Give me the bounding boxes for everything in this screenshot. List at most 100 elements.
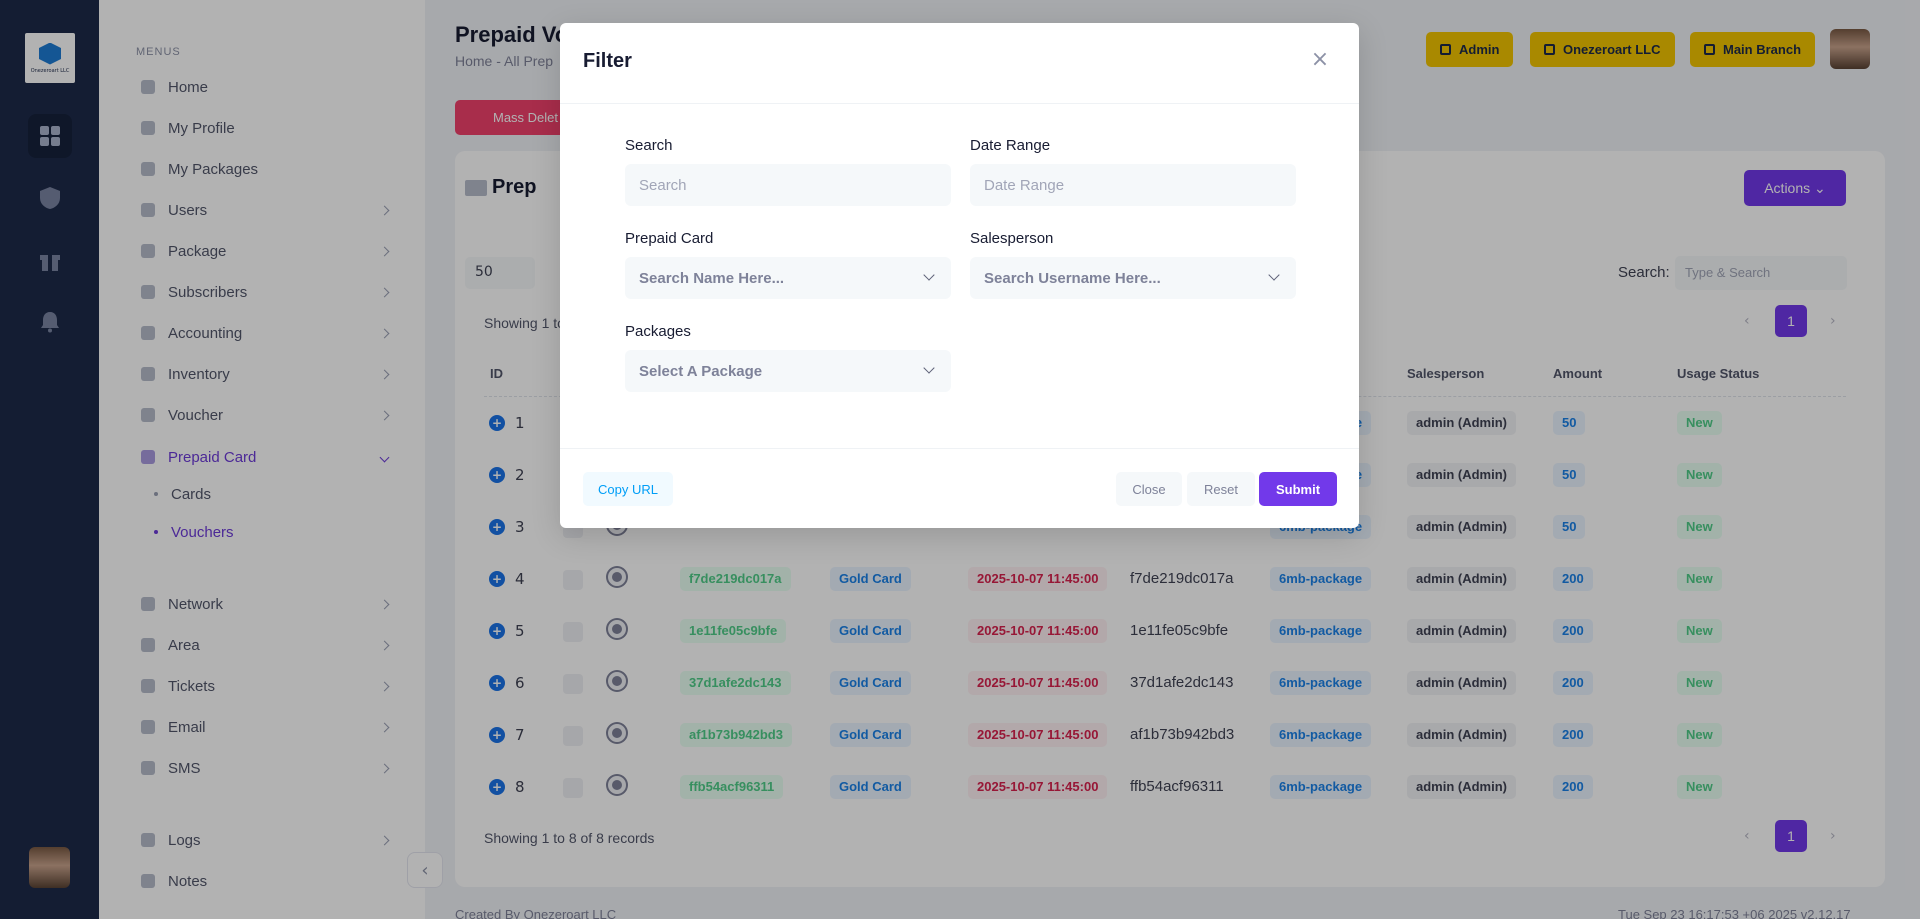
expand-row-icon[interactable]: + xyxy=(489,571,505,587)
card-icon xyxy=(465,180,487,196)
sidebar-item-home[interactable]: Home xyxy=(99,73,425,101)
per-page-select[interactable]: 50 xyxy=(465,257,535,289)
date-range-input[interactable] xyxy=(970,164,1296,206)
sidebar-item-users[interactable]: Users xyxy=(99,196,425,224)
sidebar-item-my-profile[interactable]: My Profile xyxy=(99,114,425,142)
page-button-current[interactable]: 1 xyxy=(1775,305,1807,337)
company-button[interactable]: Onezeroart LLC xyxy=(1530,32,1675,67)
expand-row-icon[interactable]: + xyxy=(489,519,505,535)
package-icon xyxy=(141,244,155,258)
sidebar-item-my-packages[interactable]: My Packages xyxy=(99,155,425,183)
sidebar-subitem-label: Cards xyxy=(171,485,212,503)
next-page-button[interactable]: › xyxy=(1830,313,1836,329)
prev-page-button[interactable]: ‹ xyxy=(1744,828,1750,844)
prepaid-card-placeholder: Search Name Here... xyxy=(639,269,785,287)
gear-icon[interactable] xyxy=(608,776,626,794)
sidebar-item-label: Email xyxy=(168,718,206,736)
col-header-amount[interactable]: Amount xyxy=(1553,366,1603,381)
sidebar-item-notes[interactable]: Notes xyxy=(99,867,425,895)
close-icon[interactable]: × xyxy=(1310,47,1330,72)
usage-status-badge: New xyxy=(1677,723,1722,747)
gear-icon[interactable] xyxy=(608,568,626,586)
expand-row-icon[interactable]: + xyxy=(489,779,505,795)
sidebar-item-label: SMS xyxy=(168,759,201,777)
sidebar-item-logs[interactable]: Logs xyxy=(99,826,425,854)
sidebar-item-accounting[interactable]: Accounting xyxy=(99,319,425,347)
expand-row-icon[interactable]: + xyxy=(489,415,505,431)
sidebar-item-voucher[interactable]: Voucher xyxy=(99,401,425,429)
packages-select[interactable]: Select A Package xyxy=(625,350,951,392)
menus-label: MENUS xyxy=(136,46,181,58)
col-header-id[interactable]: ID xyxy=(490,366,503,381)
search-input[interactable] xyxy=(625,164,951,206)
branch-icon xyxy=(1704,44,1715,55)
row-checkbox[interactable] xyxy=(563,622,583,642)
card-type-badge: Gold Card xyxy=(830,567,911,591)
table-search-label: Search: xyxy=(1618,264,1670,281)
copy-url-button[interactable]: Copy URL xyxy=(583,472,673,506)
branch-button[interactable]: Main Branch xyxy=(1690,32,1816,67)
voucher-pin: ffb54acf96311 xyxy=(1130,778,1224,795)
row-id: 3 xyxy=(515,518,525,536)
sidebar-item-prepaid-card[interactable]: Prepaid Card xyxy=(99,443,425,471)
user-icon xyxy=(141,203,155,217)
sidebar-subitem-label: Vouchers xyxy=(171,523,234,541)
shield-icon[interactable] xyxy=(28,176,72,220)
next-page-button[interactable]: › xyxy=(1830,828,1836,844)
salesperson-badge: admin (Admin) xyxy=(1407,775,1516,799)
row-checkbox[interactable] xyxy=(563,726,583,746)
sidebar-item-network[interactable]: Network xyxy=(99,590,425,618)
expand-row-icon[interactable]: + xyxy=(489,727,505,743)
bell-icon[interactable] xyxy=(28,300,72,344)
gear-icon[interactable] xyxy=(608,620,626,638)
brand-logo[interactable]: Onezeroart LLC xyxy=(25,33,75,83)
voucher-code-badge: 37d1afe2dc143 xyxy=(680,671,791,695)
col-header-salesperson[interactable]: Salesperson xyxy=(1407,366,1485,381)
admin-button[interactable]: Admin xyxy=(1426,32,1514,67)
gear-icon[interactable] xyxy=(608,724,626,742)
gear-icon[interactable] xyxy=(608,672,626,690)
salesperson-select[interactable]: Search Username Here... xyxy=(970,257,1296,299)
sidebar-item-sms[interactable]: SMS xyxy=(99,754,425,782)
sidebar-item-label: Accounting xyxy=(168,324,243,342)
sidebar-subitem-vouchers[interactable]: Vouchers xyxy=(99,519,425,545)
table-search-input[interactable]: Type & Search xyxy=(1675,256,1847,290)
table-row: +4 f7de219dc017a Gold Card 2025-10-07 11:45… xyxy=(425,553,1920,605)
date-badge: 2025-10-07 11:45:00 xyxy=(968,619,1108,643)
chevron-down-icon: ⌄ xyxy=(1814,179,1826,196)
submit-button[interactable]: Submit xyxy=(1259,472,1337,506)
reset-button[interactable]: Reset xyxy=(1187,472,1255,506)
row-checkbox[interactable] xyxy=(563,674,583,694)
mass-delete-button[interactable]: Mass Delet xyxy=(455,100,567,135)
sidebar-item-inventory[interactable]: Inventory xyxy=(99,360,425,388)
sidebar-item-package[interactable]: Package xyxy=(99,237,425,265)
actions-button[interactable]: Actions ⌄ xyxy=(1744,170,1846,206)
calculator-icon xyxy=(141,326,155,340)
rail-avatar[interactable] xyxy=(29,847,70,888)
row-id: 2 xyxy=(515,466,525,484)
location-icon xyxy=(141,638,155,652)
footer-credit: Created By Onezeroart LLC xyxy=(455,907,617,919)
showing-info-bottom: Showing 1 to 8 of 8 records xyxy=(484,830,655,846)
expand-row-icon[interactable]: + xyxy=(489,675,505,691)
gift-icon[interactable] xyxy=(28,238,72,282)
prev-page-button[interactable]: ‹ xyxy=(1744,313,1750,329)
sidebar-subitem-cards[interactable]: Cards xyxy=(99,481,425,507)
expand-row-icon[interactable]: + xyxy=(489,467,505,483)
user-avatar[interactable] xyxy=(1830,29,1870,69)
dashboard-icon[interactable] xyxy=(28,114,72,158)
sidebar-item-email[interactable]: Email xyxy=(99,713,425,741)
package-icon xyxy=(141,162,155,176)
sidebar-item-area[interactable]: Area xyxy=(99,631,425,659)
sidebar-collapse-button[interactable]: ‹ xyxy=(407,852,443,888)
row-checkbox[interactable] xyxy=(563,570,583,590)
prepaid-card-select[interactable]: Search Name Here... xyxy=(625,257,951,299)
row-checkbox[interactable] xyxy=(563,778,583,798)
usage-status-badge: New xyxy=(1677,515,1722,539)
sidebar-item-tickets[interactable]: Tickets xyxy=(99,672,425,700)
col-header-usage-status[interactable]: Usage Status xyxy=(1677,366,1760,381)
page-button-current[interactable]: 1 xyxy=(1775,820,1807,852)
close-button[interactable]: Close xyxy=(1116,472,1182,506)
expand-row-icon[interactable]: + xyxy=(489,623,505,639)
sidebar-item-subscribers[interactable]: Subscribers xyxy=(99,278,425,306)
